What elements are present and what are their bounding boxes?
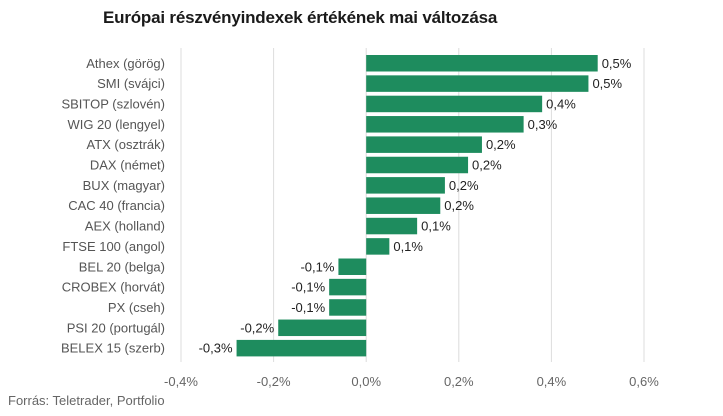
bar bbox=[329, 299, 367, 316]
source-note: Forrás: Teletrader, Portfolio bbox=[8, 393, 165, 408]
category-label: PSI 20 (portugál) bbox=[67, 320, 165, 335]
x-axis-tick-labels: -0,4% -0,2% 0,0% 0,2% 0,4% 0,6% bbox=[164, 374, 659, 389]
bar bbox=[366, 156, 469, 174]
value-label: -0,1% bbox=[291, 300, 325, 315]
bar bbox=[366, 75, 589, 92]
value-label: 0,3% bbox=[528, 117, 558, 132]
bar bbox=[329, 278, 367, 296]
category-label: Athex (görög) bbox=[86, 56, 165, 71]
value-label: 0,2% bbox=[449, 178, 479, 193]
category-labels: Athex (görög) SMI (svájci) SBITOP (szlovén… bbox=[61, 56, 165, 356]
x-tick-label: 0,0% bbox=[351, 374, 381, 389]
x-tick-label: 0,4% bbox=[537, 374, 567, 389]
category-label: CAC 40 (francia) bbox=[68, 198, 165, 213]
bar bbox=[366, 136, 482, 153]
x-tick-label: -0,4% bbox=[164, 374, 198, 389]
category-label: SMI (svájci) bbox=[97, 76, 165, 91]
bar bbox=[366, 238, 390, 255]
chart-title: Európai részvényindexek értékének mai vá… bbox=[103, 8, 498, 27]
value-label: 0,5% bbox=[602, 56, 632, 71]
category-label: ATX (osztrák) bbox=[87, 137, 166, 152]
x-tick-label: 0,2% bbox=[444, 374, 474, 389]
category-label: BUX (magyar) bbox=[83, 178, 165, 193]
x-tick-label: -0,2% bbox=[257, 374, 291, 389]
value-label: -0,3% bbox=[199, 341, 233, 356]
category-label: BEL 20 (belga) bbox=[79, 259, 165, 274]
category-label: BELEX 15 (szerb) bbox=[61, 341, 165, 356]
bar bbox=[366, 95, 543, 113]
category-label: SBITOP (szlovén) bbox=[61, 96, 165, 111]
category-label: WIG 20 (lengyel) bbox=[67, 117, 165, 132]
value-label: 0,1% bbox=[393, 239, 423, 254]
value-label: 0,2% bbox=[444, 198, 474, 213]
category-label: DAX (német) bbox=[90, 158, 165, 173]
value-label: 0,4% bbox=[546, 96, 576, 111]
value-label: 0,5% bbox=[592, 76, 622, 91]
x-tick-label: 0,6% bbox=[629, 374, 659, 389]
bar bbox=[366, 116, 524, 133]
value-label: -0,1% bbox=[291, 280, 325, 295]
value-label: -0,2% bbox=[240, 320, 274, 335]
category-label: CROBEX (horvát) bbox=[62, 280, 165, 295]
bar bbox=[338, 258, 367, 275]
bar bbox=[366, 177, 445, 194]
bar bbox=[366, 197, 441, 214]
value-label: 0,1% bbox=[421, 219, 451, 234]
bar bbox=[366, 217, 418, 235]
value-label: 0,2% bbox=[472, 158, 502, 173]
category-label: AEX (holland) bbox=[85, 219, 165, 234]
bar bbox=[236, 339, 367, 357]
value-label: 0,2% bbox=[486, 137, 516, 152]
bars bbox=[236, 55, 598, 357]
bar bbox=[366, 55, 598, 72]
category-label: FTSE 100 (angol) bbox=[62, 239, 165, 254]
value-label: -0,1% bbox=[300, 259, 334, 274]
category-label: PX (cseh) bbox=[108, 300, 165, 315]
bar bbox=[278, 319, 367, 337]
value-labels: 0,5% 0,5% 0,4% 0,3% 0,2% 0,2% 0,2% 0,2% 0,1% 0,1%… bbox=[199, 56, 632, 356]
